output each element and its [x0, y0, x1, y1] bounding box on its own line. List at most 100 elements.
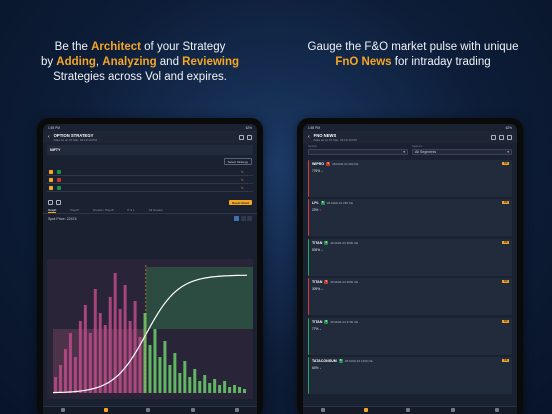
- chart-mode-graph-icon[interactable]: [234, 216, 239, 221]
- more-icon: [495, 408, 500, 412]
- oi-bar: [133, 301, 137, 393]
- tab-home[interactable]: Home: [60, 408, 67, 414]
- oi-bar: [53, 377, 57, 393]
- leg-row[interactable]: ✎: [47, 184, 253, 192]
- news-metric: 77%: [312, 327, 322, 331]
- oi-bar: [233, 385, 237, 393]
- news-card[interactable]: TITAN S 28-MAR-24 3600 CE CE 309%: [308, 278, 512, 315]
- chart-tab[interactable]: Graph: [48, 207, 57, 213]
- back-arrow-icon[interactable]: ‹: [308, 134, 310, 140]
- tab-notifications[interactable]: Notifications: [445, 408, 460, 414]
- search-icon[interactable]: [491, 134, 496, 140]
- filter-icon[interactable]: [499, 134, 504, 140]
- news-card[interactable]: TITAN B 28-MAR-24 3700 CE CE 77%: [308, 317, 512, 355]
- status-time: 1:55 PM: [308, 125, 320, 130]
- oi-bar: [163, 341, 167, 393]
- share-icon[interactable]: [239, 134, 244, 140]
- edit-icon[interactable]: ✎: [241, 169, 244, 174]
- leg-row[interactable]: ✎: [47, 168, 253, 176]
- oi-bar: [178, 373, 182, 393]
- bottom-tab-bar: Home Portfolio Learn Notifications More: [303, 406, 517, 414]
- nav-bar: ‹ OPTION STRATEGY Data as on 07 Mar, 03:…: [43, 131, 257, 143]
- symbol-filter-input[interactable]: ▾: [308, 149, 408, 155]
- oi-bar: [128, 321, 132, 393]
- side-tag: B: [320, 201, 325, 205]
- tab-learn[interactable]: Learn: [404, 408, 412, 414]
- oi-bar: [83, 305, 87, 393]
- tab-more[interactable]: More: [234, 408, 240, 414]
- news-card[interactable]: WIPRO S 28-MAR-24 490 CE CE 776%: [308, 159, 512, 197]
- oi-bar: [183, 361, 187, 393]
- oi-bar: [228, 387, 232, 393]
- oi-bar: [88, 333, 92, 393]
- more-icon: [235, 408, 240, 412]
- tab-home[interactable]: Home: [320, 408, 327, 414]
- chart-mode-table-icon[interactable]: [240, 216, 246, 221]
- reset-chart-button[interactable]: Reset Chart: [229, 200, 252, 205]
- oi-bar: [63, 349, 67, 393]
- news-contract: 28-MAR-24 3600 CE: [330, 280, 359, 284]
- bottom-tab-bar: Home Portfolio Learn Notifications More: [43, 406, 257, 414]
- segment-filter-select[interactable]: All Segments ▾: [412, 149, 512, 155]
- leg-checkbox[interactable]: [49, 177, 53, 182]
- right-tablet: 1:55 PM 62% ‹ FNO NEWS Data as on 07 Mar…: [297, 118, 523, 414]
- news-symbol: WIPRO: [312, 161, 325, 166]
- side-tag: B: [324, 240, 329, 245]
- symbol-name: NIFTY: [50, 148, 61, 152]
- add-leg-icon[interactable]: [48, 200, 53, 205]
- news-symbol: TITAN: [312, 319, 323, 324]
- oi-bar: [68, 333, 72, 393]
- option-type-badge: CE: [502, 319, 509, 323]
- oi-bar: [168, 365, 172, 393]
- news-contract: 28-MAR-24 185 CE: [326, 201, 353, 205]
- back-arrow-icon[interactable]: ‹: [48, 134, 50, 140]
- oi-bar: [143, 313, 147, 393]
- oi-bar: [218, 385, 222, 393]
- side-tag: B: [338, 359, 343, 363]
- tab-more[interactable]: More: [494, 408, 500, 414]
- news-contract: 28-MAR-24 1200 CE: [344, 359, 373, 363]
- news-symbol: TATACONSUM: [312, 359, 337, 363]
- settings-icon[interactable]: [56, 200, 61, 205]
- tab-learn[interactable]: Learn: [144, 408, 152, 414]
- oi-bar: [208, 383, 212, 393]
- edit-icon[interactable]: ✎: [241, 177, 244, 182]
- chart-tab[interactable]: Payoff: [70, 208, 79, 212]
- chart-mode-grid-icon[interactable]: [247, 216, 252, 221]
- news-contract: 28-MAR-24 3800 CE: [330, 240, 359, 245]
- chart-tabs: Graph Payoff Greeks / Payoff P & L All Greek…: [43, 207, 257, 214]
- leg-checkbox[interactable]: [49, 169, 53, 174]
- chart-tab[interactable]: Greeks / Payoff: [92, 208, 114, 212]
- page-title: FNO NEWS: [313, 132, 337, 138]
- leg-checkbox[interactable]: [49, 185, 53, 190]
- profit-zone: [145, 267, 253, 329]
- news-card[interactable]: TATACONSUM B 28-MAR-24 1200 CE CE 64%: [308, 357, 512, 394]
- menu-icon[interactable]: [507, 134, 512, 140]
- oi-bar: [193, 369, 197, 393]
- oi-bar: [98, 313, 102, 393]
- oi-bar: [103, 325, 107, 393]
- tab-portfolio[interactable]: Portfolio: [361, 408, 371, 414]
- oi-bar: [138, 337, 142, 393]
- oi-bar: [113, 273, 117, 393]
- option-type-badge: CE: [502, 240, 509, 244]
- menu-icon[interactable]: [247, 134, 252, 140]
- news-card[interactable]: LPL B 28-MAR-24 185 CE CE 23%: [308, 199, 512, 236]
- sell-tag: [57, 177, 61, 182]
- symbol-row[interactable]: NIFTY: [47, 145, 253, 155]
- notifications-icon: [450, 408, 455, 412]
- tab-notifications[interactable]: Notifications: [185, 408, 200, 414]
- news-card[interactable]: TITAN B 28-MAR-24 3800 CE CE 505%: [308, 238, 512, 276]
- select-strategy-button[interactable]: Select Strategy: [223, 158, 252, 165]
- oi-bar: [203, 375, 207, 393]
- fno-news-screen: 1:55 PM 62% ‹ FNO NEWS Data as on 07 Mar…: [303, 124, 517, 414]
- leg-row[interactable]: ✎: [47, 176, 253, 184]
- news-metric: 776%: [312, 169, 323, 173]
- home-icon: [61, 408, 66, 412]
- edit-icon[interactable]: ✎: [241, 185, 244, 190]
- tab-portfolio[interactable]: Portfolio: [101, 408, 111, 414]
- chart-tab[interactable]: P & L: [127, 208, 135, 212]
- news-metric: 23%: [312, 208, 322, 212]
- chart-tab[interactable]: All Greeks: [148, 208, 163, 212]
